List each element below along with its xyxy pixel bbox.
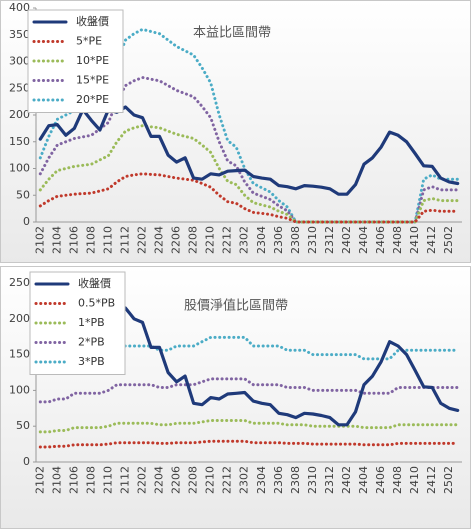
x-tick-label: 2306: [272, 226, 285, 254]
legend-label: 收盤價: [76, 14, 109, 28]
band-line: [38, 172, 460, 224]
x-tick-label: 2108: [84, 466, 97, 494]
x-tick-label: 2404: [357, 226, 370, 254]
y-tick-label: 150: [9, 348, 30, 361]
x-tick-label: 2308: [289, 226, 302, 254]
x-tick-label: 2110: [101, 226, 114, 254]
x-tick-label: 2412: [425, 226, 438, 254]
legend-label: 15*PE: [76, 74, 109, 87]
legend-label: 2*PB: [78, 336, 105, 349]
x-tick-label: 2404: [357, 466, 370, 494]
legend-label: 10*PE: [76, 54, 109, 67]
x-tick-label: 2302: [238, 466, 251, 494]
y-tick-label: 50: [16, 419, 30, 432]
band-line: [38, 439, 460, 449]
x-tick-label: 2110: [101, 466, 114, 494]
y-tick-label: 200: [9, 108, 30, 121]
x-tick-label: 2102: [33, 226, 46, 254]
legend-label: 3*PB: [78, 355, 105, 368]
x-tick-label: 2306: [272, 466, 285, 494]
x-tick-label: 2204: [153, 466, 166, 494]
x-tick-label: 2410: [408, 226, 421, 254]
x-tick-label: 2112: [118, 466, 131, 494]
x-tick-label: 2112: [118, 226, 131, 254]
x-tick-label: 2402: [340, 466, 353, 494]
x-tick-label: 2208: [187, 226, 200, 254]
y-tick-label: 350: [9, 28, 30, 41]
y-tick-label: 400: [9, 1, 30, 14]
y-tick-label: 200: [9, 312, 30, 325]
legend-label: 5*PE: [76, 35, 102, 48]
x-tick-label: 2108: [84, 226, 97, 254]
x-tick-label: 2212: [221, 226, 234, 254]
chart-title: 股價淨值比區間帶: [184, 298, 288, 314]
y-tick-label: 150: [9, 135, 30, 148]
x-tick-label: 2202: [136, 466, 149, 494]
x-tick-label: 2106: [67, 466, 80, 494]
y-tick-label: 100: [9, 383, 30, 396]
y-tick-label: 0: [23, 215, 30, 228]
x-tick-label: 2202: [136, 226, 149, 254]
x-tick-label: 2204: [153, 226, 166, 254]
x-tick-label: 2104: [50, 226, 63, 254]
x-tick-label: 2406: [374, 226, 387, 254]
x-tick-label: 2206: [170, 226, 183, 254]
band-line: [38, 377, 460, 404]
x-tick-label: 2104: [50, 466, 63, 494]
x-tick-label: 2206: [170, 466, 183, 494]
chart-title: 本益比區間帶: [193, 26, 271, 41]
legend-label: 20*PE: [76, 93, 109, 106]
x-tick-label: 2102: [33, 466, 46, 494]
x-tick-label: 2410: [408, 466, 421, 494]
x-tick-label: 2304: [255, 466, 268, 494]
x-tick-label: 2310: [306, 466, 319, 494]
y-tick-label: 100: [9, 162, 30, 175]
legend-label: 收盤價: [78, 276, 111, 290]
y-tick-label: 0: [23, 455, 30, 468]
x-tick-label: 2502: [442, 466, 455, 494]
y-tick-label: 50: [16, 188, 30, 201]
x-tick-label: 2406: [374, 466, 387, 494]
x-tick-label: 2412: [425, 466, 438, 494]
x-tick-label: 2302: [238, 226, 251, 254]
x-tick-label: 2408: [391, 466, 404, 494]
x-tick-label: 2310: [306, 226, 319, 254]
y-tick-label: 250: [9, 81, 30, 94]
x-tick-label: 2210: [204, 226, 217, 254]
x-tick-label: 2312: [323, 466, 336, 494]
x-tick-label: 2210: [204, 466, 217, 494]
x-tick-label: 2208: [187, 466, 200, 494]
legend-label: 1*PB: [78, 316, 105, 329]
x-tick-label: 2308: [289, 466, 302, 494]
x-tick-label: 2402: [340, 226, 353, 254]
x-tick-label: 2304: [255, 226, 268, 254]
y-tick-label: 300: [9, 55, 30, 68]
x-tick-label: 2312: [323, 226, 336, 254]
x-tick-label: 2106: [67, 226, 80, 254]
band-line: [38, 419, 460, 434]
legend-label: 0.5*PB: [78, 297, 115, 310]
x-tick-label: 2212: [221, 466, 234, 494]
x-tick-label: 2408: [391, 226, 404, 254]
y-tick-label: 250: [9, 276, 30, 289]
x-tick-label: 2502: [442, 226, 455, 254]
